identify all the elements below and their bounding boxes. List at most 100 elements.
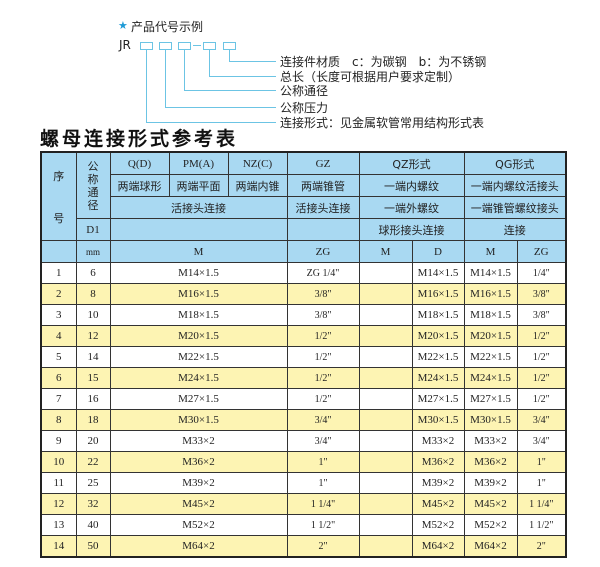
cell-qg-zg: 1" (516, 472, 567, 494)
cell-seq: 6 (40, 367, 77, 389)
cell-gz-zg: 1/2" (286, 388, 360, 410)
leader-line (165, 107, 276, 108)
leader-line (209, 76, 276, 77)
table-row: 7 16 M27×1.5 1/2" M27×1.5 M27×1.5 1/2" (40, 388, 567, 410)
cell-qz-d: M14×1.5 (411, 262, 465, 284)
header-qz-d: D (411, 240, 465, 263)
code-box-length (203, 42, 216, 50)
leader-line (184, 90, 276, 91)
header-qg-connection: 一端锥管螺纹接头 (463, 196, 567, 219)
cell-qz-m (358, 304, 413, 326)
cell-m-thread: M14×1.5 (109, 262, 288, 284)
cell-nominal-diameter: 20 (75, 430, 111, 452)
cell-nominal-diameter: 25 (75, 472, 111, 494)
cell-qz-m (358, 367, 413, 389)
cell-m-thread: M45×2 (109, 493, 288, 515)
cell-nominal-diameter: 40 (75, 514, 111, 536)
cell-nominal-diameter: 14 (75, 346, 111, 368)
header-qg-m: M (463, 240, 518, 263)
cell-qg-m: M20×1.5 (463, 325, 518, 347)
header-qg-desc: 一端内螺纹活接头 (463, 174, 567, 197)
cell-seq: 3 (40, 304, 77, 326)
cell-qz-m (358, 262, 413, 284)
cell-qg-m: M14×1.5 (463, 262, 518, 284)
header-qz-connection: 一端外螺纹 (358, 196, 465, 219)
cell-gz-zg: 1 1/2" (286, 514, 360, 536)
header-qg: QG形式 (463, 151, 567, 175)
header-empty (109, 218, 288, 241)
cell-qz-m (358, 409, 413, 431)
cell-gz-zg: 3/8" (286, 304, 360, 326)
cell-qg-m: M22×1.5 (463, 346, 518, 368)
cell-gz-zg: 2" (286, 535, 360, 558)
cell-qz-d: M27×1.5 (411, 388, 465, 410)
cell-gz-zg: 3/4" (286, 409, 360, 431)
cell-qz-d: M30×1.5 (411, 409, 465, 431)
header-zg: ZG (286, 240, 360, 263)
table-row: 1 6 M14×1.5 ZG 1/4" M14×1.5 M14×1.5 1/4" (40, 262, 567, 284)
cell-gz-zg: ZG 1/4" (286, 262, 360, 284)
table-row: 11 25 M39×2 1" M39×2 M39×2 1" (40, 472, 567, 494)
cell-qz-d: M16×1.5 (411, 283, 465, 305)
cell-qg-zg: 1/2" (516, 367, 567, 389)
header-nz: NZ(C) (227, 151, 288, 175)
cell-qg-zg: 1 1/2" (516, 514, 567, 536)
cell-seq: 1 (40, 262, 77, 284)
leader-line (229, 61, 276, 62)
cell-seq: 8 (40, 409, 77, 431)
cell-qg-zg: 1/2" (516, 325, 567, 347)
cell-seq: 4 (40, 325, 77, 347)
header-m: M (109, 240, 288, 263)
cell-m-thread: M16×1.5 (109, 283, 288, 305)
table-row: 6 15 M24×1.5 1/2" M24×1.5 M24×1.5 1/2" (40, 367, 567, 389)
table-row: 2 8 M16×1.5 3/8" M16×1.5 M16×1.5 3/8" (40, 283, 567, 305)
cell-qg-m: M64×2 (463, 535, 518, 558)
header-qz: QZ形式 (358, 151, 465, 175)
cell-seq: 10 (40, 451, 77, 473)
cell-qg-m: M18×1.5 (463, 304, 518, 326)
code-box-connection (140, 42, 153, 50)
cell-seq: 2 (40, 283, 77, 305)
cell-qg-zg: 3/8" (516, 304, 567, 326)
table-row: 3 10 M18×1.5 3/8" M18×1.5 M18×1.5 3/8" (40, 304, 567, 326)
header-mm: mm (75, 240, 111, 263)
cell-qg-m: M30×1.5 (463, 409, 518, 431)
cell-nominal-diameter: 32 (75, 493, 111, 515)
header-seq-cont (40, 240, 77, 263)
cell-m-thread: M27×1.5 (109, 388, 288, 410)
cell-m-thread: M22×1.5 (109, 346, 288, 368)
code-dash (193, 45, 201, 46)
cell-qz-m (358, 451, 413, 473)
table-row: 5 14 M22×1.5 1/2" M22×1.5 M22×1.5 1/2" (40, 346, 567, 368)
header-empty (286, 218, 360, 241)
cell-nominal-diameter: 50 (75, 535, 111, 558)
header-qg-zg: ZG (516, 240, 567, 263)
header-pm-desc: 两端平面 (168, 174, 229, 197)
header-d1: D1 (75, 218, 111, 241)
cell-qz-d: M18×1.5 (411, 304, 465, 326)
cell-qz-m (358, 346, 413, 368)
cell-nominal-diameter: 10 (75, 304, 111, 326)
cell-m-thread: M18×1.5 (109, 304, 288, 326)
cell-m-thread: M52×2 (109, 514, 288, 536)
cell-qz-d: M45×2 (411, 493, 465, 515)
cell-nominal-diameter: 18 (75, 409, 111, 431)
cell-seq: 9 (40, 430, 77, 452)
code-prefix: JR (119, 38, 131, 52)
cell-qz-m (358, 514, 413, 536)
cell-gz-zg: 1 1/4" (286, 493, 360, 515)
cell-qz-d: M22×1.5 (411, 346, 465, 368)
cell-qg-zg: 1/2" (516, 388, 567, 410)
cell-qg-m: M24×1.5 (463, 367, 518, 389)
table-row: 4 12 M20×1.5 1/2" M20×1.5 M20×1.5 1/2" (40, 325, 567, 347)
cell-seq: 14 (40, 535, 77, 558)
cell-nominal-diameter: 6 (75, 262, 111, 284)
cell-qg-zg: 3/4" (516, 430, 567, 452)
cell-seq: 5 (40, 346, 77, 368)
table-row: 8 18 M30×1.5 3/4" M30×1.5 M30×1.5 3/4" (40, 409, 567, 431)
cell-qg-zg: 3/4" (516, 409, 567, 431)
table-row: 13 40 M52×2 1 1/2" M52×2 M52×2 1 1/2" (40, 514, 567, 536)
leader-line (146, 50, 147, 122)
cell-gz-zg: 1/2" (286, 367, 360, 389)
